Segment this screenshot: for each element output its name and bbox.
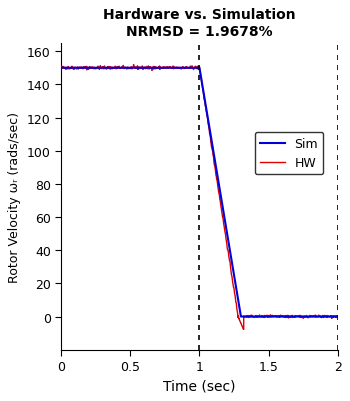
HW [59,66,63,71]
HW [271,314,275,319]
HW [76,68,80,73]
Sim [227,243,231,248]
X-axis label: Time (sec): Time (sec) [163,379,236,393]
Sim [298,314,302,319]
HW [239,321,243,326]
HW [132,63,136,68]
HW [299,314,303,319]
Sim [220,200,224,205]
Title: Hardware vs. Simulation
NRMSD = 1.9678%: Hardware vs. Simulation NRMSD = 1.9678% [103,8,296,38]
Sim [76,66,80,71]
HW [336,314,340,318]
Line: HW: HW [61,65,338,330]
Sim [239,314,243,319]
Sim [269,314,273,319]
HW [241,327,246,332]
Line: Sim: Sim [61,69,338,317]
HW [231,282,235,287]
Sim [336,314,340,319]
HW [223,229,227,234]
Sim [235,294,239,298]
Sim [59,66,63,71]
Y-axis label: Rotor Velocity ωᵣ (rads/sec): Rotor Velocity ωᵣ (rads/sec) [8,111,21,282]
Legend: Sim, HW: Sim, HW [254,133,323,175]
